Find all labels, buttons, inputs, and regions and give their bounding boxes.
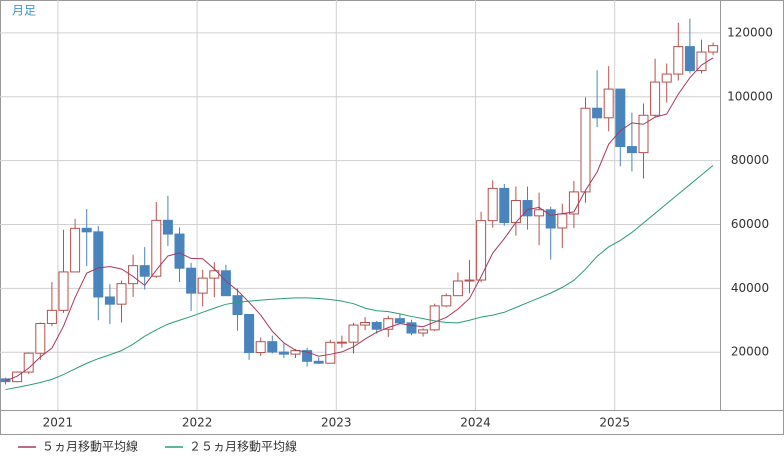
candle-body: [116, 283, 127, 305]
candle-body: [220, 270, 231, 297]
candle-body: [476, 220, 487, 281]
candle-body: [360, 322, 371, 326]
candle-body: [534, 209, 545, 217]
candle-body: [174, 233, 185, 269]
candle-body: [626, 146, 637, 154]
moving-average-line: [5, 165, 714, 391]
candle-body: [267, 341, 278, 353]
candle-body: [568, 191, 579, 215]
y-tick-label: 60000: [731, 217, 769, 231]
y-tick-label: 100000: [727, 89, 773, 103]
candle-body: [128, 265, 139, 285]
candle-body: [186, 267, 197, 294]
candle-body: [35, 322, 46, 354]
candle-body: [603, 88, 614, 119]
x-tick-label: 2022: [182, 416, 213, 430]
candle-body: [348, 324, 359, 343]
chart-title: 月足: [12, 4, 36, 18]
candle-body: [0, 378, 11, 383]
marks: [0, 18, 719, 391]
candle-body: [12, 371, 23, 383]
candle-body: [418, 329, 429, 334]
candle-body: [139, 265, 150, 277]
x-tick-label: 2024: [460, 416, 491, 430]
candle-body: [661, 73, 672, 83]
candle-body: [23, 352, 34, 373]
y-tick-label: 20000: [731, 345, 769, 359]
candle-body: [46, 309, 57, 324]
x-tick-label: 2025: [599, 416, 630, 430]
candle-body: [650, 81, 661, 116]
moving-average-line: [5, 57, 714, 382]
candle-body: [394, 318, 405, 324]
candle-body: [406, 322, 417, 334]
x-tick-label: 2023: [321, 416, 352, 430]
candle-body: [197, 277, 208, 294]
candle-body: [255, 341, 266, 354]
candle-body: [58, 271, 69, 311]
candle-body: [313, 360, 324, 364]
candle-body: [302, 350, 313, 362]
candle-body: [580, 107, 591, 193]
candle-body: [592, 107, 603, 119]
candle-body: [522, 200, 533, 217]
legend-label: ５ヵ月移動平均線: [42, 439, 138, 454]
candle-body: [638, 114, 649, 154]
y-tick-label: 120000: [727, 25, 773, 39]
y-tick-label: 80000: [731, 153, 769, 167]
x-axis-frame: [0, 410, 784, 435]
candle-body: [557, 213, 568, 229]
x-tick-label: 2021: [43, 416, 74, 430]
labels: 20000 40000 60000 80000 100000 120000 2021 2022…: [18, 25, 773, 454]
candle-body: [464, 279, 475, 282]
candle-body: [429, 305, 440, 331]
grid: [0, 0, 720, 410]
candle-body: [545, 209, 556, 229]
candle-body: [93, 231, 104, 298]
candle-body: [244, 314, 255, 354]
legend-label: ２５ヵ月移動平均線: [189, 439, 297, 454]
candle-body: [684, 46, 695, 72]
candle-body: [487, 187, 498, 222]
y-axis-frame: [720, 0, 784, 411]
candle-body: [151, 219, 162, 277]
y-tick-label: 40000: [731, 281, 769, 295]
candle-body: [278, 351, 289, 355]
plot-frame: [0, 0, 721, 411]
candle-body: [696, 51, 707, 72]
candle-body: [70, 227, 81, 273]
candle-body: [209, 270, 220, 279]
candle-body: [452, 280, 463, 297]
candle-body: [104, 296, 115, 305]
candle-body: [708, 45, 719, 53]
candle-body: [325, 341, 336, 364]
candle-body: [441, 295, 452, 307]
candle-body: [499, 187, 510, 224]
candle-body: [336, 341, 347, 344]
candle-body: [615, 88, 626, 148]
candle-body: [673, 46, 684, 75]
candle-body: [371, 322, 382, 330]
candle-body: [232, 295, 243, 316]
candle-body: [81, 227, 92, 233]
candle-body: [162, 219, 173, 235]
candle-body: [383, 318, 394, 330]
